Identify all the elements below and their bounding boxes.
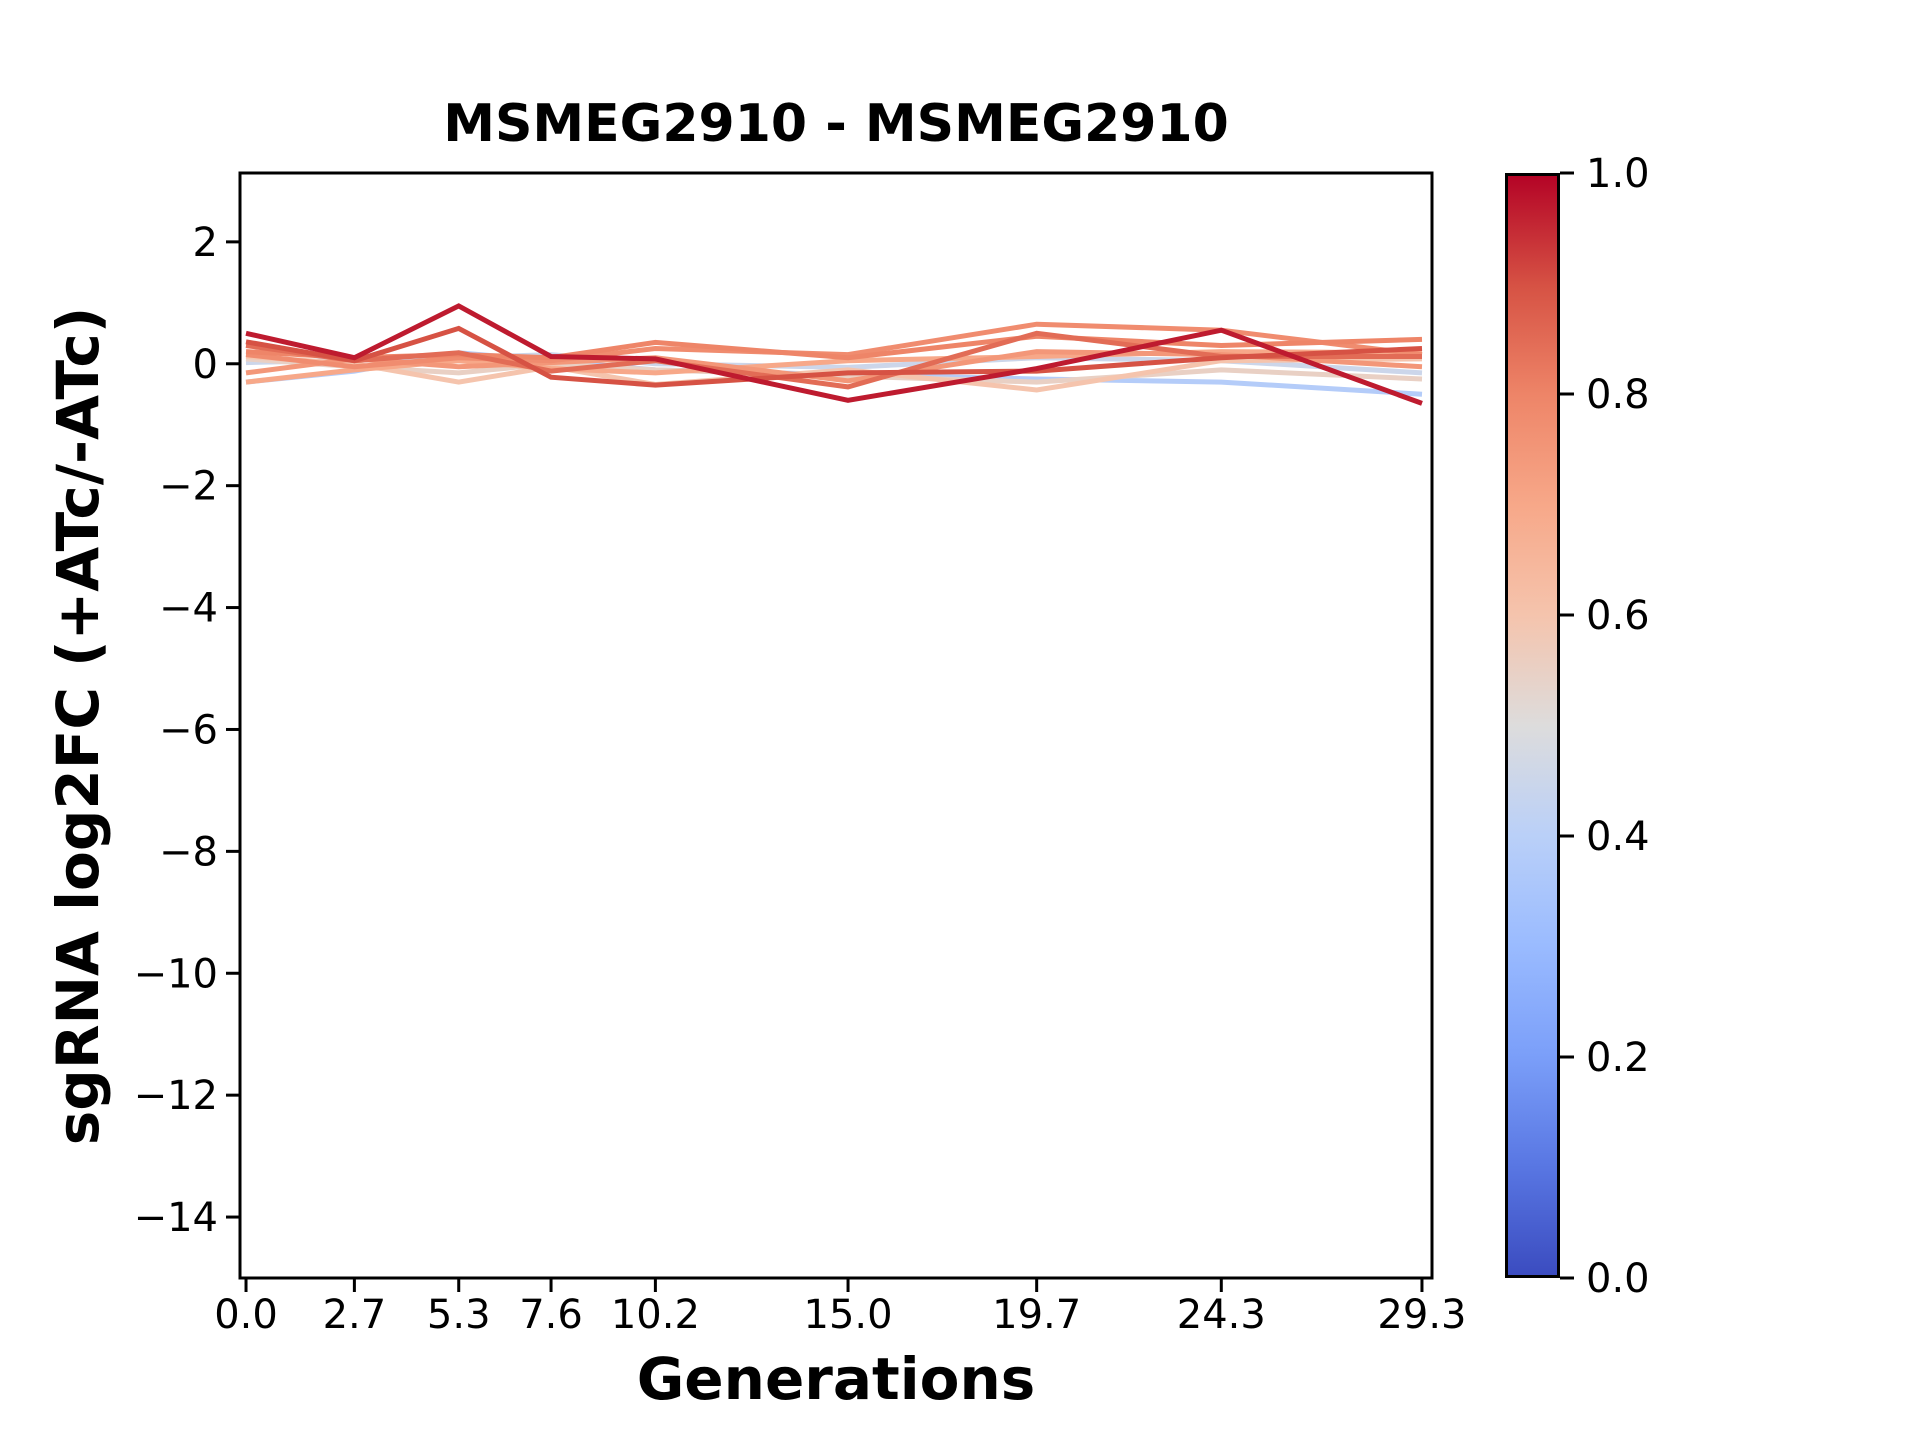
x-tick-label-29.3: 29.3 [1377,1292,1466,1338]
x-tick-label-24.3: 24.3 [1177,1292,1266,1338]
y-tick-label--4: −4 [159,586,218,632]
x-tick-label-0.0: 0.0 [214,1292,278,1338]
colorbar-tick-label-0.8: 0.8 [1586,372,1650,418]
x-tick-label-19.7: 19.7 [992,1292,1081,1338]
y-tick-label--14: −14 [134,1195,218,1241]
y-tick-label--10: −10 [134,951,218,997]
y-tick-label-2: 2 [193,220,218,266]
x-tick-label-5.3: 5.3 [427,1292,491,1338]
colorbar-tick-label-0.0: 0.0 [1586,1256,1650,1302]
x-tick-label-10.2: 10.2 [611,1292,700,1338]
colorbar-tick-label-0.6: 0.6 [1586,593,1650,639]
y-tick-label-0: 0 [193,342,218,388]
x-tick-label-7.6: 7.6 [519,1292,583,1338]
x-axis-label: Generations [636,1345,1036,1413]
colorbar-tick-label-0.4: 0.4 [1586,814,1650,860]
colorbar [1505,173,1560,1278]
chart-title: MSMEG2910 - MSMEG2910 [443,94,1229,154]
y-tick-label--2: −2 [159,464,218,510]
series-line-10 [245,325,1423,388]
colorbar-tick-label-1.0: 1.0 [1586,151,1650,197]
plot-frame [238,171,1434,1280]
y-axis-label: sgRNA log2FC (+ATc/-ATc) [44,306,112,1146]
x-tick-label-2.7: 2.7 [323,1292,387,1338]
series-line-7 [245,321,1423,370]
y-tick-label--6: −6 [159,707,218,753]
y-tick-label--8: −8 [159,829,218,875]
series-line-11 [245,303,1423,406]
x-tick-label-15.0: 15.0 [804,1292,893,1338]
colorbar-tick-label-0.2: 0.2 [1586,1035,1650,1081]
y-tick-label--12: −12 [134,1073,218,1119]
